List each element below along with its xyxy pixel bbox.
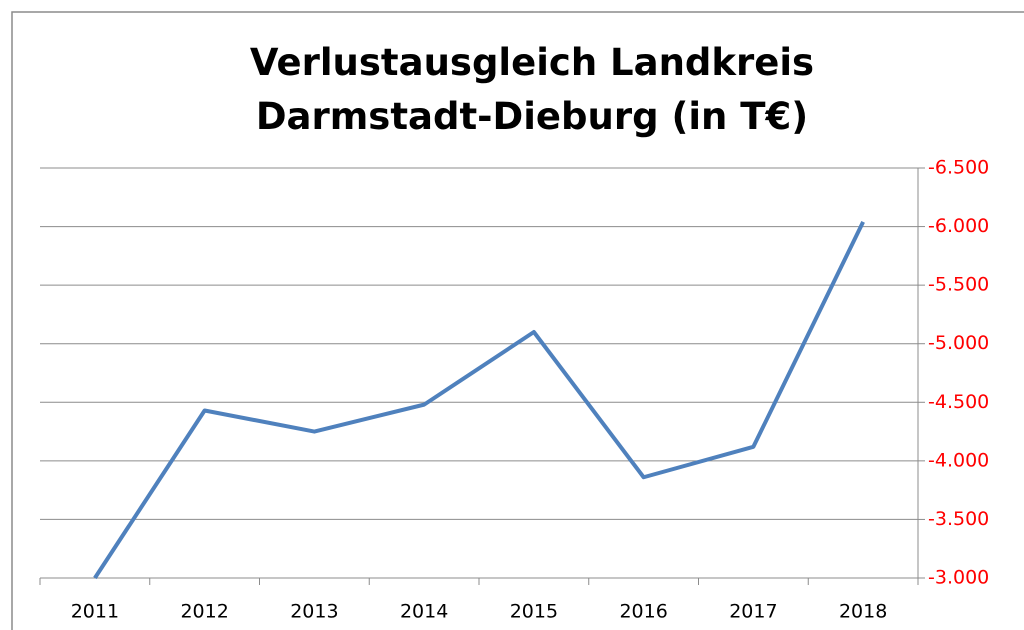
x-tick-label: 2018 [839,601,887,623]
x-tick-label: 2014 [400,601,448,623]
y-tick-label: -3.000 [928,567,989,589]
y-tick-label: -4.000 [928,449,989,471]
y-tick-label: -6.000 [928,215,989,237]
x-tick-label: 2017 [729,601,777,623]
y-tick-label: -4.500 [928,391,989,413]
data-line [93,221,865,580]
x-tick-label: 2015 [510,601,558,623]
x-tick-label: 2016 [619,601,667,623]
x-tick-label: 2012 [180,601,228,623]
y-tick-label: -5.000 [928,332,989,354]
chart-title: Verlustausgleich Landkreis Darmstadt-Die… [249,41,815,138]
x-tick-label: 2011 [71,601,119,623]
y-tick-label: -3.500 [928,508,989,530]
chart-border [11,11,1024,630]
y-tick-label: -6.500 [928,157,989,179]
y-tick-label: -5.500 [928,274,989,296]
x-tick-label: 2013 [290,601,338,623]
